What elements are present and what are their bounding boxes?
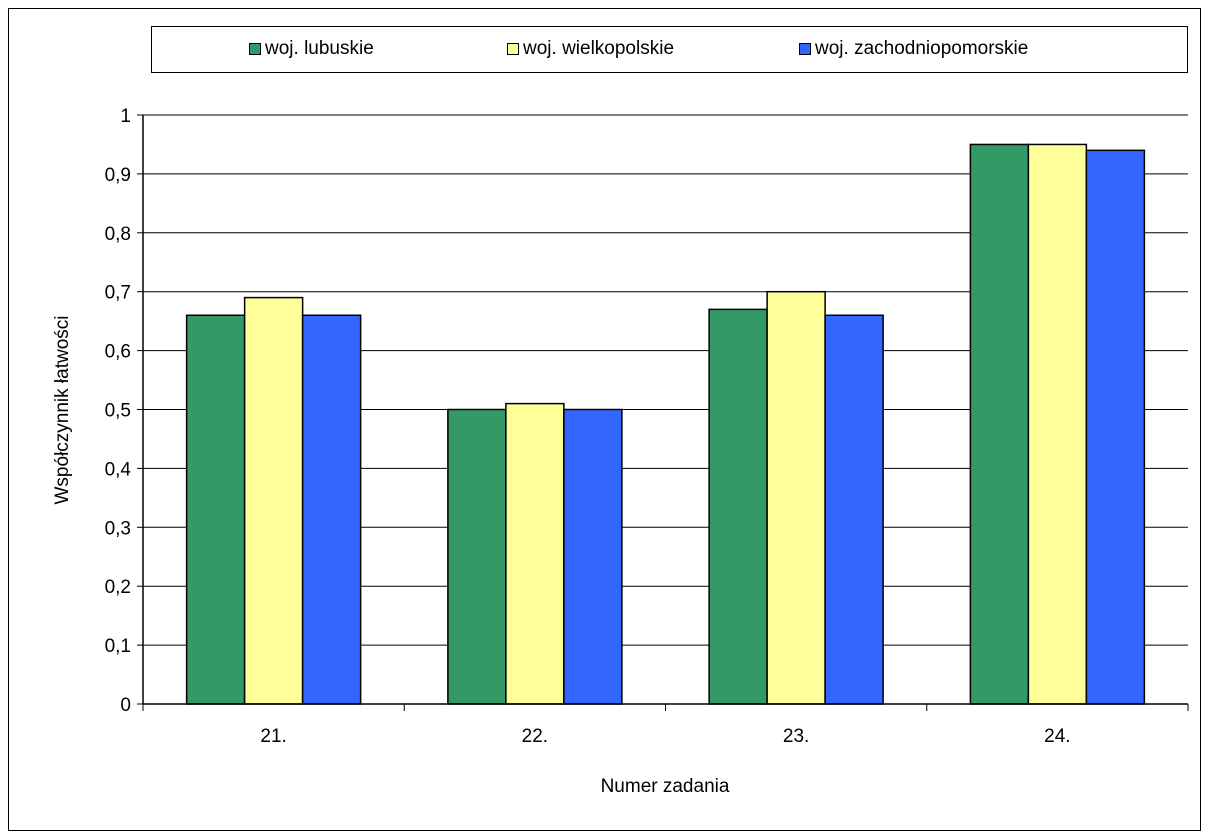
y-tick-label: 0,9 [105, 165, 131, 186]
bar [301, 314, 362, 705]
legend-item-zachodniopomorskie: woj. zachodniopomorskie [799, 38, 1029, 59]
legend-item-wielkopolskie: woj. wielkopolskie [507, 38, 675, 59]
bar [1027, 143, 1088, 705]
bar [447, 408, 507, 705]
y-tick-label: 1 [120, 106, 131, 127]
bar [969, 143, 1030, 705]
legend-swatch-zachodniopomorskie [799, 43, 811, 55]
y-tick-label: 0,8 [105, 224, 131, 245]
y-tick-label: 0 [120, 695, 131, 716]
x-tick-label: 24. [1044, 726, 1070, 747]
axes: 0 0,1 0,2 0,3 0,4 0,5 0,6 0,7 0,8 0,9 1 21. 22. 23. 24… [105, 106, 1189, 747]
legend-label-wielkopolskie: woj. wielkopolskie [523, 38, 675, 59]
legend-swatch-wielkopolskie [507, 43, 519, 55]
y-tick-label: 0,5 [105, 401, 131, 422]
bar [708, 308, 768, 705]
bar [185, 314, 246, 705]
legend: woj. lubuskie woj. wielkopolskie woj. za… [151, 26, 1188, 73]
bar [563, 408, 623, 705]
y-tick-label: 0,3 [105, 518, 131, 539]
bar [243, 296, 304, 705]
x-tick-label: 21. [260, 726, 286, 747]
y-tick-label: 0,1 [105, 636, 131, 657]
y-tick-label: 0,2 [105, 577, 131, 598]
y-tick-label: 0,4 [105, 459, 132, 480]
x-axis-title: Numer zadania [601, 776, 730, 797]
bar [505, 402, 565, 705]
legend-swatch-lubuskie [249, 43, 261, 55]
y-tick-label: 0,6 [105, 342, 131, 363]
legend-item-lubuskie: woj. lubuskie [249, 38, 374, 59]
legend-label-lubuskie: woj. lubuskie [265, 38, 374, 59]
bar [1085, 149, 1146, 705]
y-axis-title: Współczynnik łatwości [52, 316, 73, 505]
legend-label-zachodniopomorskie: woj. zachodniopomorskie [815, 38, 1029, 59]
x-tick-label: 22. [522, 726, 548, 747]
y-tick-label: 0,7 [105, 283, 131, 304]
x-tick-label: 23. [783, 726, 809, 747]
bar [824, 314, 884, 705]
bar [766, 290, 826, 705]
bars [185, 143, 1146, 705]
